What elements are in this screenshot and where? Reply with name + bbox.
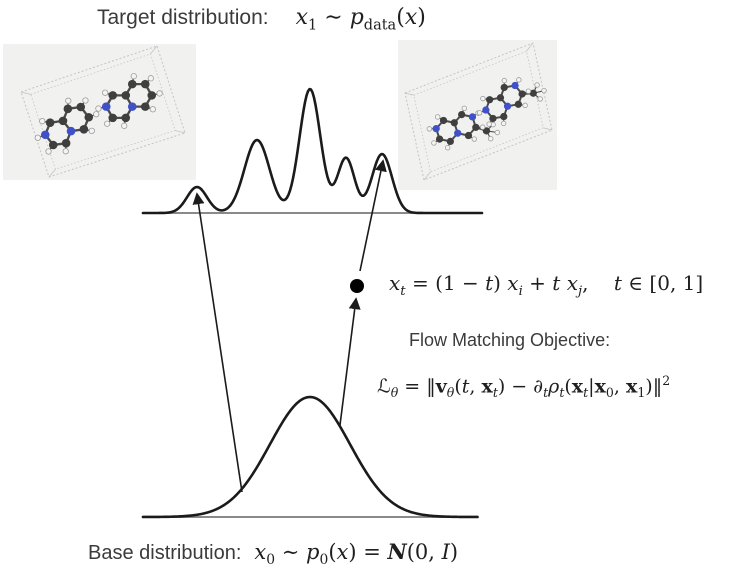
molecule-ball-and-stick <box>426 105 501 151</box>
target-distribution-curve <box>141 87 484 215</box>
loss-formula: ℒθ = ‖vθ(t, xt) − ∂tρt(xt|x0, x1)‖2 <box>377 373 671 401</box>
target-distribution-label: Target distribution: <box>97 6 269 29</box>
arrow-base-to-sample <box>339 297 361 426</box>
molecule-ball-and-stick <box>95 73 163 129</box>
molecule-ball-and-stick <box>34 97 100 155</box>
molecule-ball-and-stick <box>476 77 547 127</box>
unit-cell-box <box>404 42 553 181</box>
target-distribution-title: Target distribution: x1 ∼ pdata(x) <box>97 5 426 33</box>
arrow-sample-to-target <box>359 159 387 272</box>
arrow-base-to-target-left <box>192 192 243 493</box>
base-distribution-label: Base distribution: <box>88 542 242 564</box>
molecule-structure-svg <box>20 45 186 178</box>
base-distribution-title: Base distribution: x0 ∼ p0(x) = N(0, I) <box>88 539 458 568</box>
sample-point-dot <box>350 279 364 293</box>
base-distribution-curve <box>141 395 479 519</box>
molecule-image-right <box>398 40 557 190</box>
molecule-structure-svg <box>404 42 553 181</box>
unit-cell-box-inner <box>413 50 544 173</box>
base-distribution-formula: x0 ∼ p0(x) = N(0, I) <box>254 539 459 569</box>
interpolation-formula: xt = (1 − t) xi + t xj, t ∈ [0, 1] <box>389 271 704 299</box>
molecule-image-left <box>3 44 196 180</box>
objective-label: Flow Matching Objective: <box>409 330 611 350</box>
target-distribution-formula: x1 ∼ pdata(x) <box>295 5 426 34</box>
